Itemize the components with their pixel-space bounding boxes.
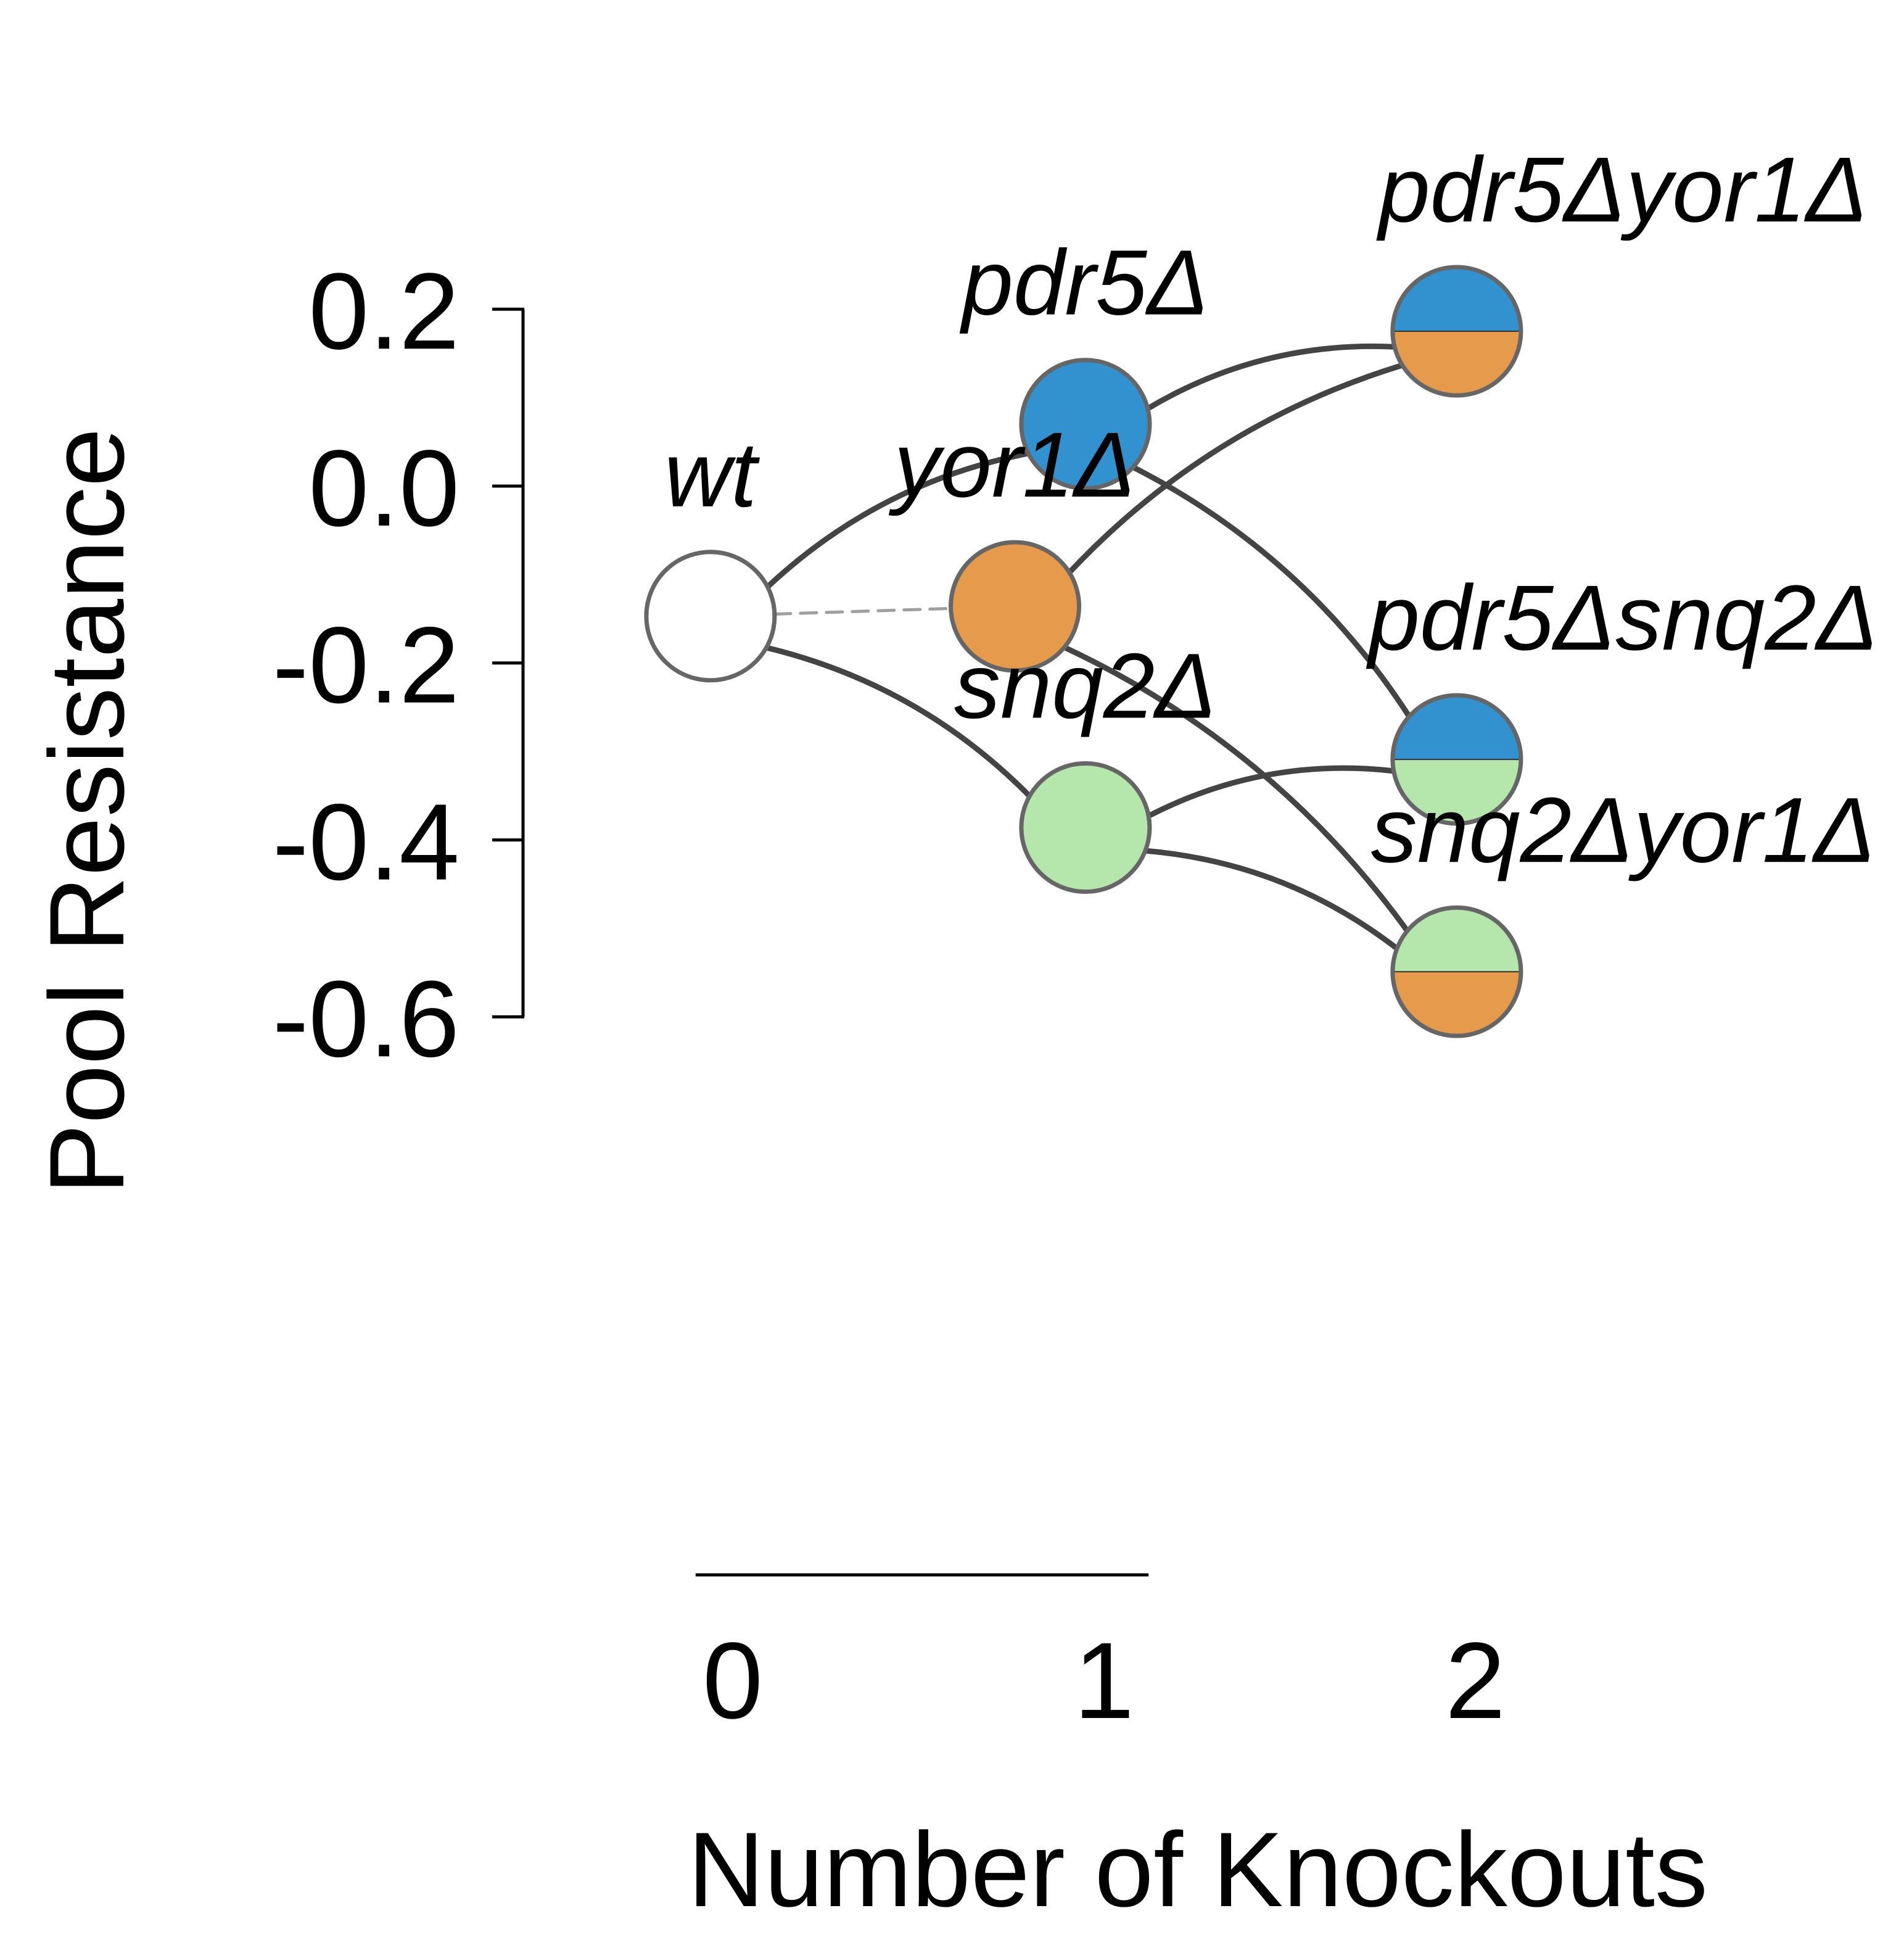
edge-wt-pdr5 (764, 450, 1031, 590)
y-tick-label: -0.2 (273, 605, 460, 726)
node-yor1 (949, 540, 1082, 673)
x-tick-label: 0 (703, 1621, 763, 1741)
edge-wt-yor1 (773, 606, 953, 616)
y-axis-title: Pool Resistance (28, 428, 146, 1195)
node-snq2yor1 (1390, 905, 1523, 1038)
node-pdr5 (1019, 358, 1152, 491)
y-tick-label: -0.4 (273, 782, 460, 903)
edge-pdr5-pdr5yor1 (1145, 343, 1398, 411)
node-label-snq2yor1: snq2Δyor1Δ (1371, 778, 1876, 882)
node-label-snq2: snq2Δ (954, 634, 1217, 738)
edge-pdr5-pdr5snq2 (1130, 464, 1412, 719)
node-labels: wtpdr5Δyor1Δsnq2Δpdr5Δyor1Δpdr5Δsnq2Δsnq… (664, 138, 1878, 882)
x-axis: 0 1 2 (695, 1573, 1506, 1741)
node-label-yor1: yor1Δ (888, 413, 1135, 516)
node-pdr5yor1 (1390, 265, 1523, 398)
edge-snq2-pdr5snq2 (1145, 765, 1397, 819)
node-label-pdr5yor1: pdr5Δyor1Δ (1376, 138, 1868, 241)
y-axis: 0.2 0.0 -0.2 -0.4 -0.6 (273, 251, 525, 1080)
node-label-wt: wt (664, 423, 760, 526)
y-tick-label: -0.6 (273, 959, 460, 1080)
y-tick-label: 0.0 (308, 428, 460, 549)
node-label-pdr5snq2: pdr5Δsnq2Δ (1366, 566, 1879, 669)
x-tick-label: 1 (1074, 1621, 1134, 1741)
x-tick-label: 2 (1445, 1621, 1506, 1741)
node-pdr5snq2 (1390, 693, 1523, 826)
node-label-pdr5: pdr5Δ (959, 231, 1209, 334)
edge-snq2-snq2yor1 (1142, 848, 1400, 952)
x-axis-title: Number of Knockouts (688, 1811, 1708, 1929)
y-tick-label: 0.2 (308, 251, 460, 372)
edges (763, 343, 1412, 952)
nodes (644, 265, 1523, 1038)
node-snq2 (1019, 761, 1152, 894)
edge-yor1-pdr5yor1 (1066, 362, 1406, 576)
edge-yor1-snq2yor1 (1061, 644, 1411, 934)
edge-wt-snq2 (763, 645, 1032, 799)
node-wt (644, 550, 777, 683)
